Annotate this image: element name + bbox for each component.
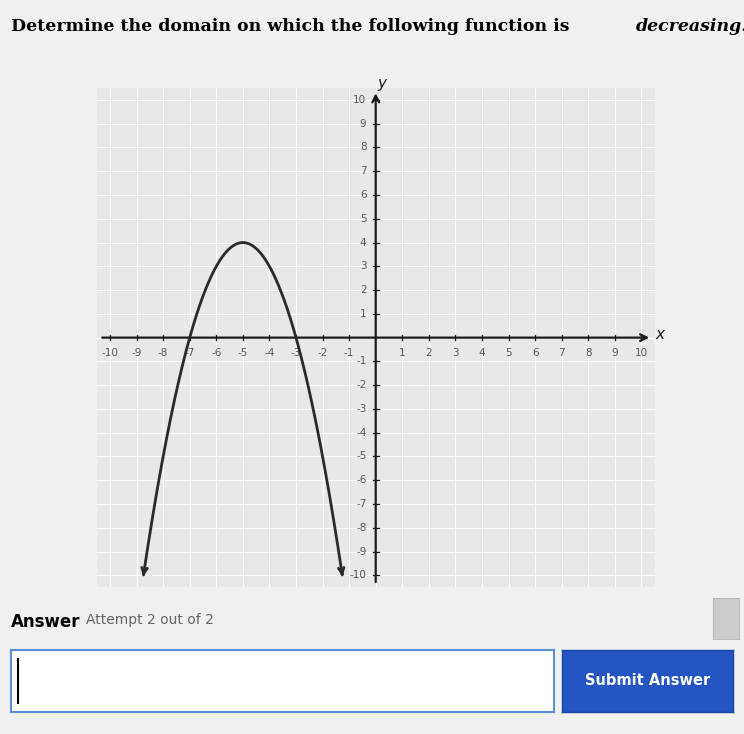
- Text: 1: 1: [360, 309, 367, 319]
- Text: -4: -4: [264, 349, 275, 358]
- Text: 5: 5: [360, 214, 367, 224]
- Text: 5: 5: [505, 349, 512, 358]
- Text: -6: -6: [211, 349, 222, 358]
- Text: 2: 2: [360, 285, 367, 295]
- Text: -8: -8: [158, 349, 168, 358]
- Text: -2: -2: [356, 380, 367, 390]
- Text: -10: -10: [102, 349, 118, 358]
- Text: -6: -6: [356, 475, 367, 485]
- Text: -5: -5: [356, 451, 367, 462]
- Text: 6: 6: [532, 349, 539, 358]
- Text: y: y: [378, 76, 387, 91]
- Text: Attempt 2 out of 2: Attempt 2 out of 2: [86, 613, 214, 627]
- Text: 8: 8: [585, 349, 591, 358]
- Text: -4: -4: [356, 428, 367, 437]
- Text: 3: 3: [360, 261, 367, 272]
- Text: -2: -2: [318, 349, 328, 358]
- Text: 2: 2: [426, 349, 432, 358]
- Text: 6: 6: [360, 190, 367, 200]
- Text: -9: -9: [356, 547, 367, 556]
- Text: 9: 9: [360, 119, 367, 128]
- Text: 3: 3: [452, 349, 459, 358]
- Text: -1: -1: [344, 349, 354, 358]
- Text: -9: -9: [132, 349, 142, 358]
- Text: Determine the domain on which the following function is: Determine the domain on which the follow…: [11, 18, 576, 35]
- Text: 10: 10: [353, 95, 367, 105]
- Text: 4: 4: [360, 238, 367, 247]
- Text: -3: -3: [356, 404, 367, 414]
- Text: decreasing.: decreasing.: [636, 18, 744, 35]
- Text: -8: -8: [356, 523, 367, 533]
- Text: -3: -3: [291, 349, 301, 358]
- Text: 8: 8: [360, 142, 367, 153]
- Text: 7: 7: [559, 349, 565, 358]
- Text: 4: 4: [478, 349, 485, 358]
- Text: 10: 10: [635, 349, 648, 358]
- Text: -10: -10: [350, 570, 367, 581]
- Text: x: x: [655, 327, 664, 341]
- Text: Answer: Answer: [11, 613, 80, 631]
- Text: -1: -1: [356, 357, 367, 366]
- Text: 9: 9: [612, 349, 618, 358]
- Text: Submit Answer: Submit Answer: [585, 673, 710, 688]
- Text: -7: -7: [185, 349, 195, 358]
- Text: -7: -7: [356, 499, 367, 509]
- Text: 1: 1: [399, 349, 405, 358]
- Text: 7: 7: [360, 167, 367, 176]
- Text: -5: -5: [237, 349, 248, 358]
